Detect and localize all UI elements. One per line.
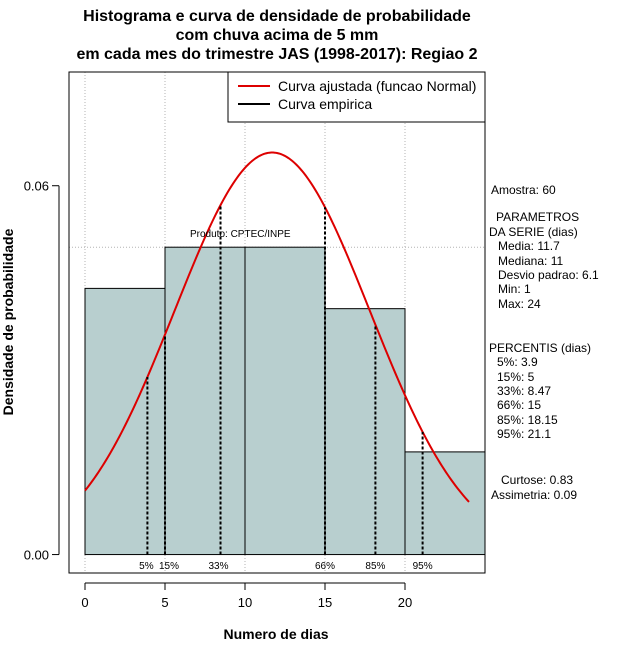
percentile-markers: 5% 15% 33% 66% 85% 95%: [139, 205, 433, 572]
histogram-bar: [324, 308, 406, 556]
legend-label-empirical: Curva empirica: [278, 96, 372, 112]
y-axis-label: Densidade de probabilidade: [0, 228, 16, 415]
y-tick-label: 0.00: [24, 548, 49, 563]
chart-title-line-2: com chuva acima de 5 mm: [176, 27, 379, 44]
chart-title-line-1: Histograma e curva de densidade de proba…: [83, 8, 471, 25]
x-axis-label: Numero de dias: [223, 626, 328, 642]
x-tick-label: 0: [81, 595, 88, 610]
stat-p5: 5%: 3.9: [497, 355, 538, 369]
percentile-label: 5%: [139, 561, 154, 572]
legend: Curva ajustada (funcao Normal) Curva emp…: [227, 71, 486, 123]
legend-box: [227, 71, 486, 123]
stat-amostra: Amostra: 60: [491, 183, 556, 197]
percentile-label: 66%: [315, 561, 335, 572]
stats-panel: Amostra: 60 PARAMETROS DA SERIE (dias) M…: [489, 183, 599, 502]
x-tick-label: 5: [161, 595, 168, 610]
y-tick-label: 0.06: [24, 179, 49, 194]
percentile-label: 85%: [365, 561, 385, 572]
stat-p15: 15%: 5: [497, 370, 535, 384]
stat-assimetria: Assimetria: 0.09: [491, 488, 577, 502]
stat-desvio: Desvio padrao: 6.1: [498, 268, 599, 282]
stat-mediana: Mediana: 11: [498, 254, 563, 268]
stat-param-title-2: DA SERIE (dias): [489, 225, 578, 239]
stat-media: Media: 11.7: [498, 239, 560, 253]
x-axis: 0 5 10 15 20: [81, 582, 412, 610]
x-tick-label: 20: [398, 595, 412, 610]
stat-p85: 85%: 18.15: [497, 413, 558, 427]
stat-perc-title: PERCENTIS (dias): [489, 341, 591, 355]
percentile-label: 95%: [413, 561, 433, 572]
stat-param-title-1: PARAMETROS: [496, 210, 579, 224]
normal-fit-curve: [84, 151, 470, 503]
histogram-bar: [164, 246, 246, 556]
histogram-bar: [404, 451, 486, 556]
stat-min: Min: 1: [498, 282, 531, 296]
stat-p33: 33%: 8.47: [497, 384, 551, 398]
percentile-label: 15%: [159, 561, 179, 572]
x-tick-label: 15: [318, 595, 332, 610]
y-axis: 0.00 0.06: [24, 179, 60, 563]
stat-max: Max: 24: [498, 297, 541, 311]
stat-curtose: Curtose: 0.83: [501, 473, 573, 487]
histogram-bar: [244, 246, 326, 556]
histogram-bars: [84, 246, 486, 556]
product-label: Produto: CPTEC/INPE: [190, 229, 291, 240]
stat-p95: 95%: 21.1: [497, 427, 551, 441]
percentile-label: 33%: [209, 561, 229, 572]
histogram-bar: [84, 287, 166, 556]
chart-title-line-3: em cada mes do trimestre JAS (1998-2017)…: [76, 46, 477, 63]
x-tick-label: 10: [238, 595, 252, 610]
legend-label-fit: Curva ajustada (funcao Normal): [278, 78, 476, 94]
stat-p66: 66%: 15: [497, 398, 541, 412]
normal-fit-line: [84, 151, 470, 503]
